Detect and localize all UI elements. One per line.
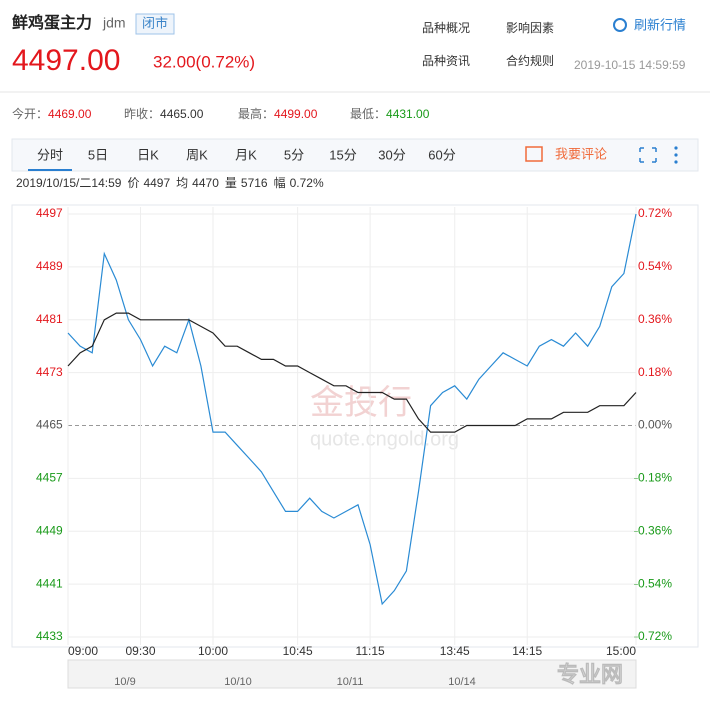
y-tick-label: 4473 (36, 365, 63, 379)
y-tick-label: 4481 (36, 312, 63, 326)
stat-value: 4465.00 (160, 107, 204, 121)
y-tick-label: 4489 (36, 259, 63, 273)
stat-label: 今开： (12, 106, 48, 121)
fullscreen[interactable] (639, 147, 657, 163)
tabs: 分时 5日 日K 周K 月K 5分 15分 30分 60分 (28, 147, 456, 171)
link[interactable]: 合约规则 (506, 53, 554, 68)
y2-tick-label: -0.18% (634, 471, 672, 485)
price: 4497.00 (12, 44, 120, 77)
y-tick-label: 4457 (36, 471, 63, 485)
name: 鲜鸡蛋主力 (12, 13, 92, 32)
navigator-label: 10/9 (114, 676, 135, 688)
status-box (135, 13, 175, 35)
comment-icon[interactable] (525, 146, 543, 162)
x-tick-label: 15:00 (606, 644, 636, 658)
y2-tick-label: -0.36% (634, 523, 672, 537)
x-tick-label: 11:15 (356, 644, 385, 658)
link[interactable]: 品种概况 (422, 21, 470, 35)
y-tick-label: 4497 (36, 206, 63, 220)
x-tick-label: 14:15 (512, 644, 542, 658)
y-tick-label: 4441 (36, 576, 63, 590)
stat-value: 4469.00 (48, 107, 92, 121)
info-item: 幅 (274, 175, 286, 190)
info-item: 价 (127, 176, 139, 190)
status: 闭市 (142, 15, 168, 30)
stat-label: 最高： (238, 106, 274, 121)
info: 2019/10/15/二14:59 价 4497 均 4470 量 5716 幅 0.72% (16, 175, 324, 190)
series-line (67, 213, 637, 606)
series-line (67, 312, 637, 433)
stat-label: 昨收： (124, 107, 160, 121)
navigator[interactable] (67, 659, 637, 689)
x-tick-label: 10:45 (283, 644, 313, 658)
info-item: 0.72% (290, 176, 324, 190)
info-item: 4497 (143, 176, 170, 190)
tab[interactable]: 周K (186, 147, 208, 162)
tab[interactable]: 60分 (428, 147, 455, 162)
stats: 今开： 4469.00 昨收： 4465.00 最高： 4499.00 最低： 4431.00 (12, 106, 430, 121)
code: jdm (102, 15, 126, 31)
tab[interactable]: 5分 (284, 147, 304, 162)
tab[interactable]: 30分 (378, 147, 405, 162)
navigator-label: 10/11 (337, 676, 364, 688)
y-tick-label: 4465 (36, 418, 63, 432)
watermark: quote.cngold.org (310, 428, 459, 450)
navigator-label: 10/10 (224, 676, 252, 688)
y-tick-label: 4449 (36, 523, 63, 537)
timestamp: 2019-10-15 14:59:59 (574, 58, 686, 72)
tab[interactable]: 分时 (37, 147, 63, 162)
navigator-labels: 10/9 10/10 10/11 10/14 (114, 676, 475, 688)
link[interactable]: 影响因素 (506, 20, 554, 35)
y2-tick-label: 0.72% (638, 206, 672, 220)
info-item: 4470 (192, 176, 219, 190)
tab[interactable]: 15分 (329, 147, 356, 162)
overlay: 专业网 (557, 662, 623, 687)
x-tick-label: 10:00 (198, 644, 228, 658)
stat-label: 最低： (350, 107, 386, 121)
y2-tick-label: 0.54% (638, 259, 672, 273)
comment[interactable]: 我要评论 (555, 146, 607, 161)
watermark: 金投行 (310, 384, 412, 422)
tab-bar (11, 138, 699, 172)
x-tick-label: 09:30 (125, 644, 155, 658)
plot: 4433 4441 4449 4457 4465 4473 4481 4489 4497 -0.7… (36, 206, 672, 658)
x-tick-label: 09:00 (68, 644, 98, 658)
more[interactable] (674, 146, 678, 164)
y-tick-label: 4433 (36, 629, 63, 643)
link[interactable]: 品种资讯 (422, 54, 470, 68)
tab[interactable]: 月K (235, 147, 257, 162)
y2-tick-label: -0.72% (634, 629, 672, 643)
chart-frame (11, 204, 699, 648)
tab[interactable]: 日K (137, 147, 159, 162)
info-item: 2019/10/15/二14:59 (16, 176, 122, 190)
x-tick-label: 13:45 (440, 644, 470, 658)
info-item: 5716 (241, 176, 268, 190)
tab[interactable]: 5日 (88, 147, 108, 162)
refresh-icon[interactable] (613, 18, 627, 32)
navigator-label: 10/14 (448, 676, 476, 688)
y2-tick-label: 0.36% (638, 312, 672, 326)
y2-tick-label: 0.18% (638, 365, 672, 379)
change: 32.00(0.72%) (153, 52, 255, 71)
stat-value: 4499.00 (274, 107, 318, 121)
info-item: 均 (176, 176, 188, 190)
refresh[interactable]: 刷新行情 (634, 17, 686, 32)
y2-tick-label: 0.00% (638, 418, 672, 432)
stat-value: 4431.00 (386, 107, 430, 121)
y2-tick-label: -0.54% (634, 576, 672, 590)
info-item: 量 (225, 176, 237, 190)
